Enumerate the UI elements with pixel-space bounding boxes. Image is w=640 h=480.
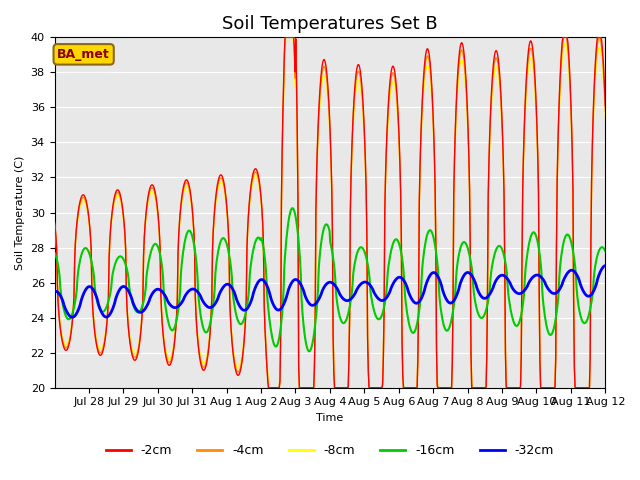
- Text: BA_met: BA_met: [58, 48, 110, 61]
- Title: Soil Temperatures Set B: Soil Temperatures Set B: [222, 15, 438, 33]
- Legend: -2cm, -4cm, -8cm, -16cm, -32cm: -2cm, -4cm, -8cm, -16cm, -32cm: [100, 440, 559, 463]
- X-axis label: Time: Time: [316, 413, 344, 423]
- Y-axis label: Soil Temperature (C): Soil Temperature (C): [15, 156, 25, 270]
